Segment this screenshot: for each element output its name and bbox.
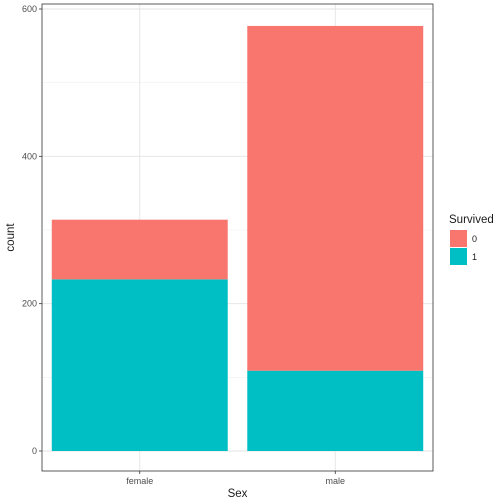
y-tick-label: 200 [22,299,37,309]
plot-border [41,3,434,472]
x-tick-label: male [325,476,345,486]
y-tick-label: 400 [22,151,37,161]
bar-male-survived-1 [247,370,424,451]
bar-male-survived-0 [247,25,424,371]
x-tick-label: female [126,476,153,486]
y-axis-title: count [5,223,17,252]
bar-female-survived-0 [51,219,228,280]
legend-label: 0 [472,234,477,244]
legend: Survived 0 1 [449,214,494,265]
bars [51,25,424,451]
bar-female-survived-1 [51,279,228,451]
x-axis: female male [126,471,345,486]
legend-key-1 [450,248,467,265]
legend-label: 1 [472,252,477,262]
y-tick-label: 600 [22,4,37,14]
legend-key-0 [450,230,467,247]
x-axis-title: Sex [228,488,248,500]
legend-title: Survived [449,214,494,226]
y-axis: 0 200 400 600 [22,4,42,456]
y-tick-label: 0 [32,446,37,456]
